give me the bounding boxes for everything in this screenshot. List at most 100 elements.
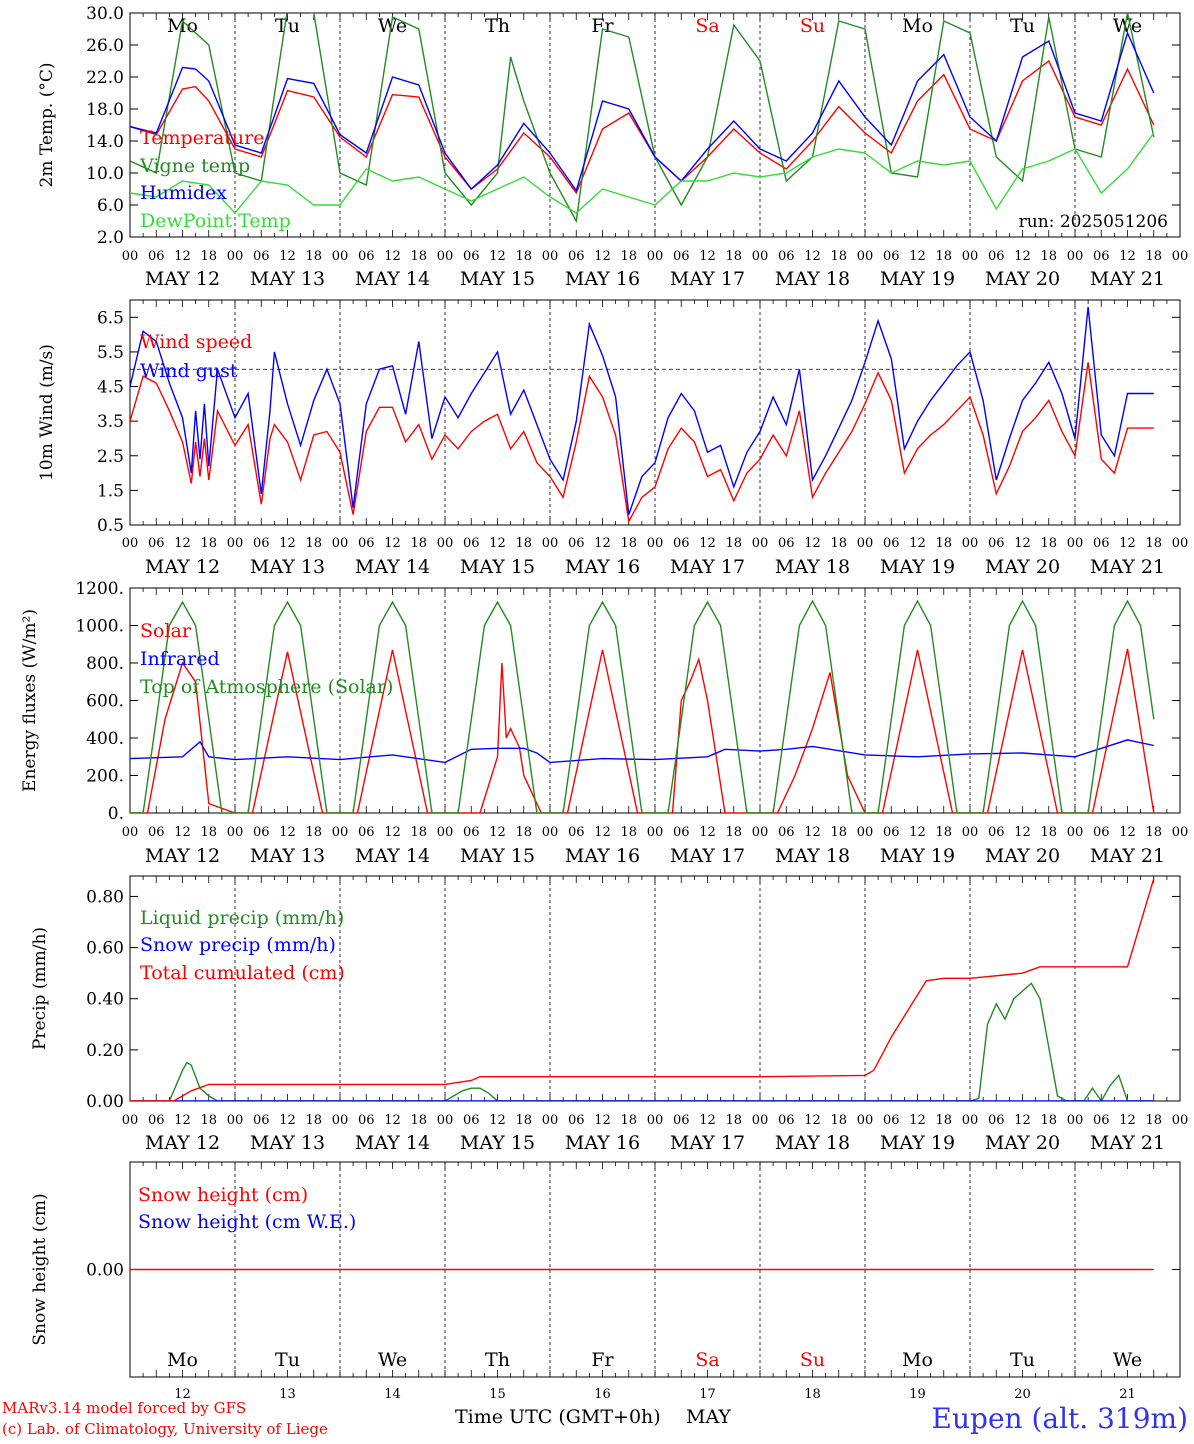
hour-tick-label: 18 <box>725 249 742 264</box>
hour-tick-label: 18 <box>1145 825 1162 840</box>
hour-tick-label: 18 <box>410 1113 427 1128</box>
series-line-solar <box>130 648 1155 813</box>
hour-tick-label: 06 <box>148 536 165 551</box>
hour-tick-label: 06 <box>883 1113 900 1128</box>
day-label: MAY 19 <box>880 556 955 578</box>
model-credit: MARv3.14 model forced by GFS <box>2 1399 246 1417</box>
hour-tick-label: 12 <box>279 536 296 551</box>
day-label: MAY 18 <box>775 268 850 290</box>
day-label: MAY 17 <box>670 268 745 290</box>
hour-tick-label: 00 <box>332 536 349 551</box>
hour-tick-label: 12 <box>279 1113 296 1128</box>
y-tick-label: 18.0 <box>86 100 124 120</box>
hour-tick-label: 12 <box>594 536 611 551</box>
day-label: MAY 12 <box>145 268 220 290</box>
hour-tick-label: 06 <box>1093 249 1110 264</box>
legend-entry: Top of Atmosphere (Solar) <box>140 676 393 698</box>
y-tick-label: 2.5 <box>97 447 124 467</box>
day-label: MAY 18 <box>775 556 850 578</box>
hour-tick-label: 18 <box>305 1113 322 1128</box>
legend-entry: DewPoint Temp <box>140 210 291 232</box>
hour-tick-label: 18 <box>620 1113 637 1128</box>
hour-tick-label: 00 <box>437 249 454 264</box>
hour-tick-label: 12 <box>174 249 191 264</box>
y-tick-label: 6.5 <box>97 308 124 328</box>
day-label: MAY 13 <box>250 1132 325 1154</box>
hour-tick-label: 00 <box>752 536 769 551</box>
hour-tick-label: 06 <box>148 1113 165 1128</box>
day-number-label: 16 <box>594 1387 611 1402</box>
hour-tick-label: 06 <box>358 1113 375 1128</box>
hour-tick-label: 00 <box>1067 249 1084 264</box>
hour-tick-label: 06 <box>778 536 795 551</box>
weekday-label: Fr <box>591 1349 614 1371</box>
legend-entry: Snow height (cm) <box>138 1184 308 1206</box>
day-label: MAY 20 <box>985 1132 1060 1154</box>
month-label: MAY <box>686 1406 731 1428</box>
hour-tick-label: 00 <box>122 825 139 840</box>
hour-tick-label: 18 <box>515 249 532 264</box>
hour-tick-label: 18 <box>1145 1113 1162 1128</box>
day-label: MAY 15 <box>460 845 535 867</box>
hour-tick-label: 00 <box>542 825 559 840</box>
hour-tick-label: 06 <box>1093 1113 1110 1128</box>
lab-credit: (c) Lab. of Climatology, University of L… <box>2 1420 328 1438</box>
hour-tick-label: 06 <box>148 825 165 840</box>
hour-tick-label: 12 <box>1014 1113 1031 1128</box>
y-axis-label: 10m Wind (m/s) <box>37 344 57 481</box>
hour-tick-label: 06 <box>988 536 1005 551</box>
day-label: MAY 14 <box>355 268 430 290</box>
chart-panel-2: 0.5 1.5 2.5 3.5 4.5 5.5 6.5 10m Wind (m/s) 00 06 1… <box>37 299 1188 578</box>
time-axis-label: Time UTC (GMT+0h) <box>455 1406 661 1428</box>
hour-tick-label: 00 <box>857 536 874 551</box>
hour-tick-label: 18 <box>410 825 427 840</box>
hour-tick-label: 00 <box>437 1113 454 1128</box>
day-label: MAY 17 <box>670 1132 745 1154</box>
weekday-label: Mo <box>902 1349 933 1371</box>
series-line-temperature <box>130 59 1155 195</box>
hour-tick-label: 12 <box>279 825 296 840</box>
hour-tick-label: 06 <box>568 825 585 840</box>
hour-tick-label: 06 <box>778 1113 795 1128</box>
hour-tick-label: 18 <box>935 249 952 264</box>
y-tick-label: 0.00 <box>86 1261 124 1281</box>
hour-tick-label: 12 <box>804 249 821 264</box>
hour-tick-label: 06 <box>253 1113 270 1128</box>
y-tick-label: 1200. <box>75 579 124 599</box>
y-tick-label: 1000. <box>75 617 124 637</box>
day-label: MAY 19 <box>880 845 955 867</box>
weekday-label: Sa <box>695 1349 719 1371</box>
weekday-label: Sa <box>695 15 719 37</box>
hour-tick-label: 00 <box>332 825 349 840</box>
plot-frame <box>129 299 1181 526</box>
day-number-label: 17 <box>699 1387 716 1402</box>
hour-tick-label: 06 <box>988 249 1005 264</box>
hour-tick-label: 00 <box>332 1113 349 1128</box>
weekday-label: We <box>378 1349 407 1371</box>
y-tick-label: 5.5 <box>97 343 124 363</box>
day-number-label: 13 <box>279 1387 296 1402</box>
hour-tick-label: 06 <box>673 249 690 264</box>
hour-tick-label: 18 <box>935 1113 952 1128</box>
weekday-label: Su <box>800 15 825 37</box>
day-label: MAY 21 <box>1090 1132 1165 1154</box>
weekday-label: Fr <box>591 15 614 37</box>
hour-tick-label: 18 <box>830 249 847 264</box>
hour-tick-label: 18 <box>410 249 427 264</box>
weekday-label: Tu <box>275 15 300 37</box>
day-number-label: 20 <box>1014 1387 1031 1402</box>
hour-tick-label: 00 <box>542 249 559 264</box>
hour-tick-label: 06 <box>253 825 270 840</box>
day-label: MAY 20 <box>985 556 1060 578</box>
y-tick-label: 4.5 <box>97 378 124 398</box>
y-tick-label: 0.60 <box>86 939 124 959</box>
day-label: MAY 14 <box>355 1132 430 1154</box>
weekday-label: Th <box>485 1349 510 1371</box>
hour-tick-label: 06 <box>253 249 270 264</box>
hour-tick-label: 18 <box>515 1113 532 1128</box>
hour-tick-label: 00 <box>227 536 244 551</box>
y-axis-label: Energy fluxes (W/m²) <box>20 609 40 792</box>
series-line-total-cumulated-cm <box>130 878 1155 1101</box>
hour-tick-label: 18 <box>620 536 637 551</box>
